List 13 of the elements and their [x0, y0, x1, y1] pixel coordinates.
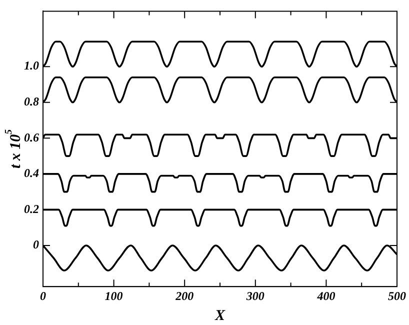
x-tick-label: 300 — [245, 288, 264, 303]
x-tick-label: 200 — [174, 288, 194, 303]
x-axis-title: X — [214, 308, 226, 324]
x-tick-label: 100 — [104, 288, 123, 303]
y-tick-label: 0.6 — [24, 130, 39, 144]
y-tick-label: 0.8 — [24, 94, 39, 108]
y-tick-label: 0.2 — [24, 202, 39, 216]
y-tick-label: 0.4 — [24, 166, 39, 180]
x-tick-label: 400 — [316, 288, 336, 303]
y-axis-title: t x 105 — [4, 129, 24, 168]
y-tick-label: 0 — [33, 238, 39, 252]
y-tick-label: 1.0 — [24, 58, 39, 73]
x-tick-label: 500 — [388, 288, 406, 303]
